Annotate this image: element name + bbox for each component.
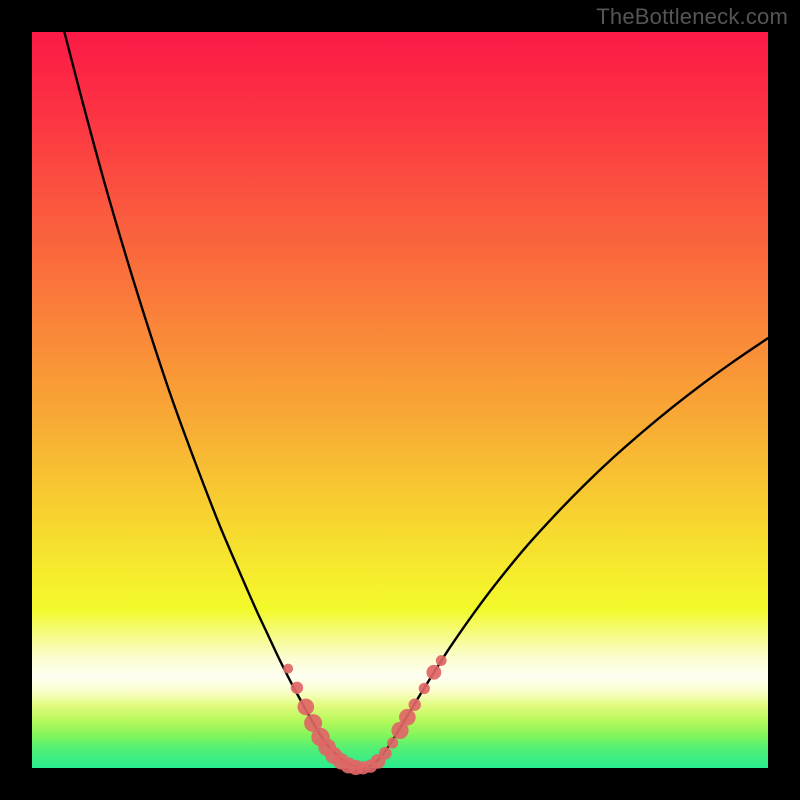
data-marker (379, 747, 392, 760)
data-marker (426, 665, 441, 680)
data-marker (409, 699, 421, 711)
watermark-text: TheBottleneck.com (596, 4, 788, 30)
data-marker (399, 709, 416, 726)
chart-frame: TheBottleneck.com (0, 0, 800, 800)
data-marker (297, 699, 314, 716)
data-marker (283, 664, 293, 674)
data-marker (291, 682, 303, 694)
plot-background (32, 32, 768, 768)
data-marker (419, 683, 430, 694)
data-marker (387, 737, 398, 748)
bottleneck-chart (0, 0, 800, 800)
data-marker (436, 655, 447, 666)
